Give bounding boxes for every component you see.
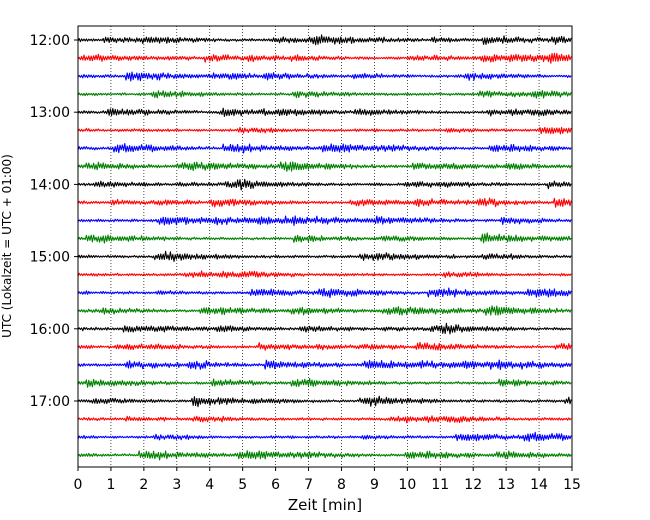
seismic-trace [77, 322, 572, 335]
seismic-trace [77, 250, 572, 262]
x-tick-label: 2 [139, 477, 148, 493]
seismic-trace [77, 395, 572, 408]
x-tick-label: 12 [464, 477, 482, 493]
seismic-trace [77, 34, 572, 46]
seismic-trace [77, 305, 572, 316]
plot-frame [77, 25, 573, 468]
seismic-trace [77, 178, 572, 191]
seismic-trace [77, 107, 572, 117]
x-axis-ticks: 0 1 2 3 4 5 6 7 8 9 10 11 12 13 14 15 [74, 467, 581, 493]
seismic-traces [77, 34, 572, 461]
seismic-trace [77, 89, 572, 99]
seismic-trace [77, 359, 572, 370]
y-tick-label: 16:00 [30, 322, 70, 338]
seismic-trace [77, 126, 572, 135]
y-tick-label: 13:00 [30, 105, 70, 121]
seismic-trace [77, 232, 572, 244]
x-tick-label: 7 [304, 477, 313, 493]
x-tick-label: 6 [271, 477, 280, 493]
seismic-trace [77, 215, 572, 226]
y-tick-label: 14:00 [30, 177, 70, 193]
x-tick-label: 15 [563, 477, 581, 493]
y-axis-ticks: 12:00 13:00 14:00 15:00 16:00 17:00 [30, 33, 78, 410]
x-tick-label: 9 [370, 477, 379, 493]
y-tick-label: 12:00 [30, 33, 70, 49]
seismic-trace [77, 197, 572, 208]
seismic-trace [77, 270, 572, 279]
seismic-trace [77, 431, 572, 442]
x-tick-label: 0 [74, 477, 83, 493]
x-tick-label: 4 [205, 477, 214, 493]
x-tick-label: 13 [497, 477, 515, 493]
seismic-trace [77, 415, 572, 424]
x-tick-label: 14 [530, 477, 548, 493]
x-tick-label: 5 [238, 477, 247, 493]
seismic-trace [77, 287, 572, 299]
seismic-trace [77, 450, 572, 461]
seismic-trace [77, 161, 572, 172]
seismic-trace [77, 377, 572, 388]
seismic-trace [77, 142, 572, 154]
y-tick-label: 15:00 [30, 250, 70, 266]
x-tick-label: 8 [337, 477, 346, 493]
y-axis-label: UTC (Lokalzeit = UTC + 01:00) [0, 154, 14, 338]
seismic-trace [77, 341, 572, 351]
seismic-trace [77, 52, 572, 64]
x-tick-label: 3 [172, 477, 181, 493]
x-tick-label: 10 [398, 477, 416, 493]
x-tick-label: 11 [431, 477, 449, 493]
y-tick-label: 17:00 [30, 394, 70, 410]
x-axis-label: Zeit [min] [288, 496, 362, 514]
seismic-trace [77, 71, 572, 82]
x-tick-label: 1 [106, 477, 115, 493]
